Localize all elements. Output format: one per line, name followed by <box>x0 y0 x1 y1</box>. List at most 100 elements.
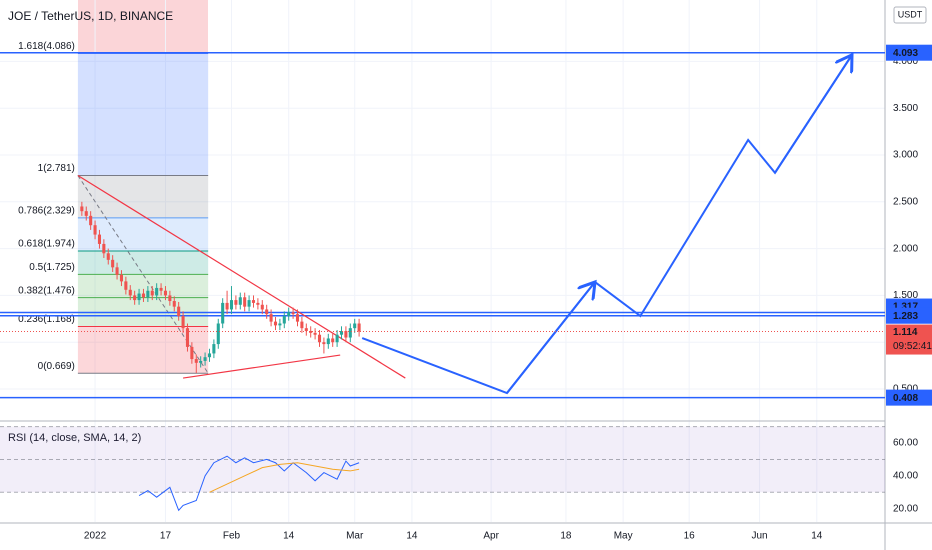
y-tick-label: 3.500 <box>893 103 918 114</box>
candle-body <box>229 300 234 310</box>
x-tick-label: 17 <box>160 531 172 542</box>
fib-zone <box>77 251 209 275</box>
candle-body <box>331 338 335 343</box>
candle-body <box>203 357 207 361</box>
level-price-box <box>886 389 932 406</box>
candle-body <box>80 206 84 212</box>
level-price-box <box>886 307 932 324</box>
candle-body <box>106 253 110 260</box>
rsi-tick-label: 20.00 <box>893 503 918 514</box>
candle-body <box>185 328 190 347</box>
candle-body <box>251 300 256 303</box>
candle-body <box>238 297 242 305</box>
x-tick-label: Jun <box>752 531 768 542</box>
candle-body <box>243 297 247 307</box>
currency[interactable]: USDT <box>898 9 923 19</box>
candle-body <box>137 293 141 301</box>
candle-body <box>212 344 216 354</box>
fib-label: 0.382(1.476) <box>18 285 75 296</box>
x-tick-label: Mar <box>346 531 364 542</box>
fib-label: 1.618(4.086) <box>18 41 75 52</box>
y-tick-label: 3.000 <box>893 150 918 161</box>
level-price-label: 4.093 <box>893 48 918 59</box>
fib-label: 0.236(1.168) <box>18 314 75 325</box>
last-price-box <box>886 324 932 355</box>
candle-body <box>344 330 348 338</box>
rsi-tick-label: 40.00 <box>893 470 918 481</box>
candle-body <box>172 301 176 307</box>
candle-body <box>163 290 168 296</box>
candle-body <box>282 316 286 324</box>
candle-body <box>269 314 273 322</box>
x-tick-label: May <box>614 531 633 542</box>
candle-body <box>97 234 101 244</box>
countdown: 09:52:41 <box>893 341 932 352</box>
candle-body <box>207 353 212 358</box>
fib-top-zone <box>78 0 208 52</box>
fib-zone <box>77 175 209 218</box>
candle-body <box>199 360 203 363</box>
candle-body <box>339 330 344 335</box>
candle-body <box>159 287 163 291</box>
candle-body <box>247 300 251 307</box>
candle-body <box>300 321 304 329</box>
candle-body <box>128 289 132 296</box>
candle-body <box>335 334 339 343</box>
candle-body <box>225 302 229 310</box>
fib-label: 0(0.669) <box>38 361 75 372</box>
candle-body <box>221 302 225 324</box>
candle-body <box>102 243 106 254</box>
trendline <box>77 174 406 379</box>
y-tick-label: 2.000 <box>893 243 918 254</box>
candle-body <box>326 338 330 345</box>
fib-label: 0.786(2.329) <box>18 205 75 216</box>
trendline <box>182 354 341 379</box>
candle-body <box>273 321 278 326</box>
level-price-label: 1.317 <box>893 302 918 313</box>
chart-title: JOE / TetherUS, 1D, BINANCE <box>8 9 173 23</box>
rsi-tick-label: 60.00 <box>893 438 918 449</box>
y-tick-label: 4.000 <box>893 56 918 67</box>
fib-label: 0.618(1.974) <box>18 239 75 250</box>
candle-body <box>291 312 295 315</box>
currency-box[interactable] <box>893 6 927 24</box>
level-price-label: 1.283 <box>893 311 918 322</box>
candle-body <box>295 314 300 322</box>
candle-body <box>181 316 185 329</box>
x-tick-label: 14 <box>406 531 418 542</box>
candle-body <box>141 293 146 298</box>
x-tick-label: Feb <box>223 531 241 542</box>
level-price-box <box>886 44 932 61</box>
fib-zone <box>77 53 209 176</box>
candle-body <box>111 259 115 268</box>
candle-body <box>115 267 119 275</box>
fib-zone <box>77 217 209 252</box>
candle-body <box>216 323 220 345</box>
candle-body <box>304 328 308 331</box>
y-tick-label: 2.500 <box>893 196 918 207</box>
y-tick-label: 0.500 <box>893 384 918 395</box>
candle-body <box>309 330 313 333</box>
x-tick-label: Apr <box>483 531 499 542</box>
candle-body <box>265 309 269 315</box>
candle-body <box>133 295 137 301</box>
fib-zone <box>77 274 209 298</box>
last-price-label: 1.114 <box>893 327 918 338</box>
candle-body <box>256 302 260 305</box>
candle-body <box>194 359 198 363</box>
candle-body <box>93 225 97 235</box>
candle-body <box>278 323 282 326</box>
projection-arrow <box>506 282 595 394</box>
x-tick-label: 14 <box>283 531 295 542</box>
candle-body <box>234 300 238 305</box>
rsi-title: RSI (14, close, SMA, 14, 2) <box>8 432 141 444</box>
rsi-line <box>209 462 360 493</box>
candle-body <box>155 287 159 296</box>
candle-body <box>353 323 357 329</box>
candle-body <box>313 332 317 335</box>
rsi-line <box>138 455 360 512</box>
candle-body <box>317 334 322 343</box>
x-tick-label: 16 <box>684 531 696 542</box>
candle-body <box>190 346 194 360</box>
